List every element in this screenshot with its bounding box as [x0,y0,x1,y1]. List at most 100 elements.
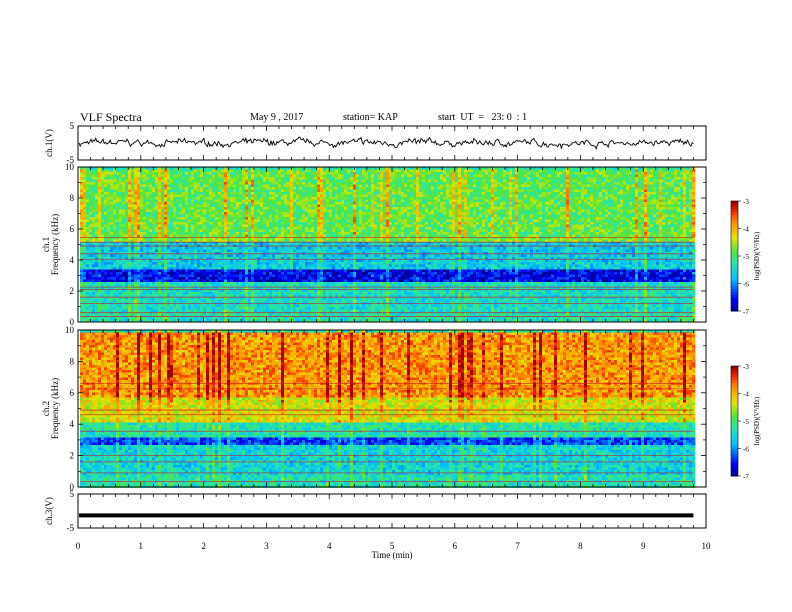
colorbar-cell [731,432,738,436]
colorbar-cell [731,426,738,430]
colorbar-cell [731,283,738,287]
station-label: station= KAP [343,112,398,123]
y-tick-label: 6 [70,224,75,234]
colorbar-cell [731,264,738,268]
colorbar-tick-label: -6 [743,281,749,289]
colorbar-cell [731,404,738,408]
colorbar-cell [731,459,738,463]
colorbar-cell [731,377,738,381]
spectrogram-cells [80,330,696,488]
colorbar-cell [731,470,738,474]
colorbar-cell [731,261,738,265]
y-axis-label: Frequency (kHz) [50,214,60,275]
colorbar-cell [731,214,738,218]
y-tick-label: 0 [70,317,75,327]
colorbar-tick-label: -7 [743,473,749,481]
y-tick-label: 10 [65,325,75,335]
colorbar-cell [731,434,738,438]
y-tick-label: 2 [70,286,75,296]
x-tick-label: 4 [327,541,332,551]
colorbar-tick-label: -4 [743,391,749,399]
colorbar-cell [731,418,738,422]
colorbar-cell [731,206,738,210]
colorbar-cell [731,225,738,229]
colorbar-cell [731,242,738,246]
colorbar-cell [731,220,738,224]
panel-frame [77,125,707,161]
y-tick-label: 0 [70,482,75,492]
colorbar-cell [731,421,738,425]
colorbar-cell [731,401,738,405]
y-tick-label: 6 [70,388,75,398]
y-tick-label: 2 [70,451,75,461]
colorbar-cell [731,294,738,298]
y-tick-label: 8 [70,356,75,366]
spectrogram-cells [80,167,696,323]
colorbar-cell [731,448,738,452]
colorbar-cell [731,366,738,370]
colorbar-cell [731,454,738,458]
colorbar-cell [731,253,738,257]
colorbar-cell [731,368,738,372]
colorbar-cell [731,231,738,235]
colorbar-cell [731,203,738,207]
colorbar-tick-label: -5 [743,253,749,261]
x-tick-label: 6 [453,541,458,551]
x-tick-label: 8 [578,541,583,551]
colorbar-cell [731,388,738,392]
y-tick-label: 4 [70,419,75,429]
y-axis-label: ch.1 [41,237,51,252]
colorbar-cell [731,236,738,240]
colorbar-cell [731,443,738,447]
colorbar-cell [731,390,738,394]
panel-frame [77,493,707,529]
x-axis-label: Time (min) [372,550,413,560]
colorbar-cell [731,396,738,400]
colorbar-cell [731,247,738,251]
colorbar-tick-label: -4 [743,226,749,234]
colorbar-cell [731,300,738,304]
y-axis-label: ch.2 [41,401,51,416]
y-axis-label: ch.3(V) [44,497,54,525]
colorbar-cell [731,212,738,216]
y-axis-label: Frequency (kHz) [50,378,60,439]
x-tick-label: 5 [390,541,395,551]
colorbar-cell [731,465,738,469]
colorbar-cell [731,297,738,301]
y-tick-label: 8 [70,193,75,203]
colorbar-cell [731,393,738,397]
colorbar-cell [731,228,738,232]
colorbar-tick-label: -6 [743,446,749,454]
colorbar-cell [731,412,738,416]
colorbar-cell [731,275,738,279]
y-tick-label: 4 [70,255,75,265]
colorbar-cell [731,451,738,455]
colorbar-cell [731,473,738,477]
x-tick-label: 2 [201,541,206,551]
chart-title: VLF Spectra [80,110,142,125]
colorbar-cell [731,289,738,293]
colorbar-cell [731,456,738,460]
colorbar-label: log(PSD)(V²/Hz) [753,231,761,280]
x-tick-label: 9 [641,541,646,551]
colorbar-cell [731,399,738,403]
y-tick-label: 5 [70,489,75,499]
waveform-line [78,136,694,151]
x-tick-label: 10 [702,541,712,551]
colorbar-cell [731,462,738,466]
colorbar-cell [731,250,738,254]
colorbar-tick-label: -5 [743,418,749,426]
colorbar-cell [731,385,738,389]
colorbar-tick-label: -3 [743,198,749,206]
colorbar-cell [731,245,738,249]
x-tick-label: 1 [139,541,144,551]
x-tick-label: 3 [264,541,269,551]
colorbar-cell [731,308,738,312]
colorbar-cell [731,407,738,411]
start-time-label: start UT = 23: 0 : 1 [438,112,527,123]
colorbar-cell [731,272,738,276]
y-tick-label: -5 [67,523,75,533]
y-tick-label: -5 [67,155,75,165]
x-tick-label: 0 [76,541,81,551]
x-tick-label: 7 [515,541,520,551]
